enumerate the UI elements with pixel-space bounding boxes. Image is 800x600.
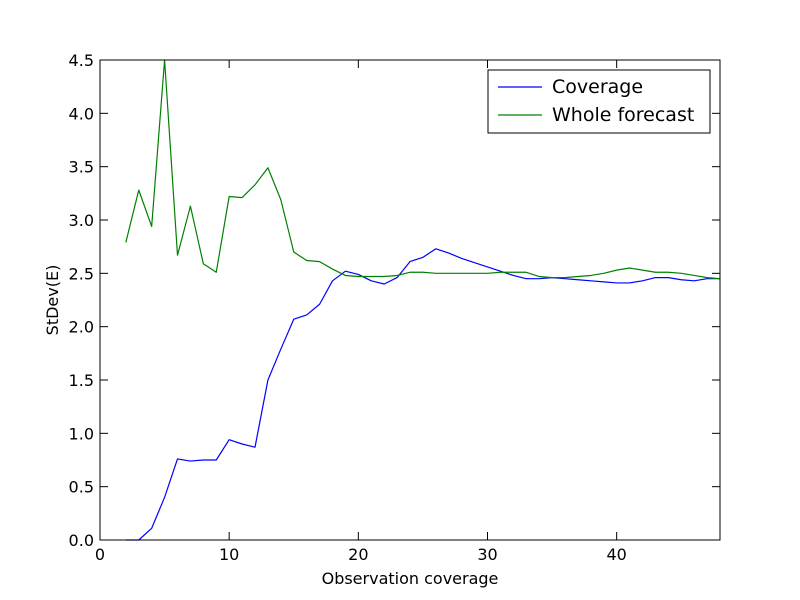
y-tick-label: 4.5 [69,51,94,70]
legend-label-whole-forecast: Whole forecast [552,104,694,126]
series-line-whole-forecast [125,59,721,280]
x-tick-label: 40 [606,545,626,564]
legend: Coverage Whole forecast [487,69,711,134]
tick-labels-layer: 0 10 20 30 40 0.0 0.5 1.0 1.5 2.0 2.5 3.0 3.5 4.0 4.5 [69,51,627,564]
series-layer [125,59,721,541]
y-tick-label: 4.0 [69,104,94,123]
plot-frame [99,59,721,541]
x-tick-label: 0 [95,545,105,564]
y-tick-label: 0.5 [69,478,94,497]
series-line-coverage [125,248,720,541]
x-tick-label: 30 [477,545,497,564]
y-tick-label: 0.0 [69,531,94,550]
y-tick-label: 3.5 [69,158,94,177]
x-tick-label: 20 [348,545,368,564]
y-tick-label: 2.0 [69,318,94,337]
y-axis-label: StDev(E) [43,265,62,336]
legend-label-coverage: Coverage [552,76,643,98]
x-tick-label: 10 [219,545,239,564]
y-tick-label: 3.0 [69,211,94,230]
legend-frame [487,69,711,134]
y-tick-label: 2.5 [69,264,94,283]
y-tick-label: 1.5 [69,371,94,390]
x-axis-label: Observation coverage [322,569,499,588]
y-tick-label: 1.0 [69,424,94,443]
